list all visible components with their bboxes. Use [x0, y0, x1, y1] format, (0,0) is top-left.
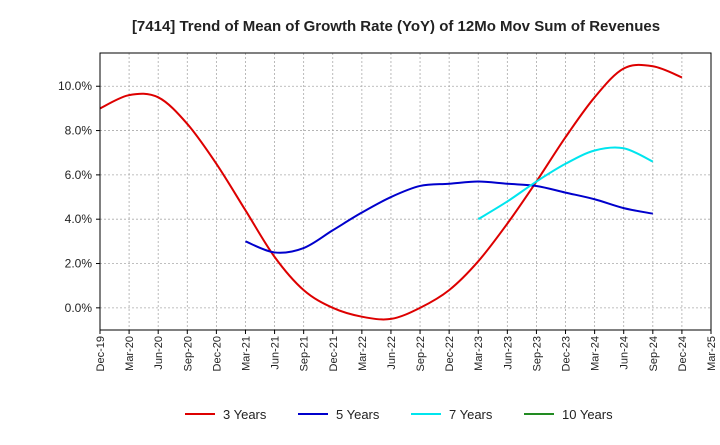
y-tick-label: 2.0%	[65, 257, 93, 271]
x-tick-label: Mar-21	[240, 336, 252, 371]
series-line-3-years	[99, 63, 683, 321]
series-line-7-years	[477, 146, 654, 221]
legend-label-3-years: 3 Years	[223, 407, 267, 422]
x-tick-label: Sep-23	[531, 336, 543, 371]
x-tick-label: Jun-23	[502, 336, 514, 370]
x-tick-label: Mar-20	[124, 336, 136, 371]
x-tick-label: Sep-22	[415, 336, 427, 371]
x-tick-label: Sep-24	[648, 336, 660, 371]
x-tick-label: Dec-24	[677, 336, 689, 371]
x-tick-label: Sep-20	[182, 336, 194, 371]
x-tick-label: Dec-22	[444, 336, 456, 371]
y-axis: 0.0% 2.0% 4.0% 6.0% 8.0% 10.0%	[58, 79, 100, 315]
x-tick-label: Mar-25	[706, 336, 718, 371]
x-tick-label: Dec-19	[95, 336, 107, 371]
y-tick-label: 0.0%	[65, 301, 93, 315]
y-tick-label: 6.0%	[65, 168, 93, 182]
series-lines	[99, 63, 683, 321]
series-line-5-years	[245, 180, 653, 254]
y-tick-label: 8.0%	[65, 124, 93, 138]
x-tick-label: Dec-20	[211, 336, 223, 371]
x-tick-label: Sep-21	[299, 336, 311, 371]
legend-label-5-years: 5 Years	[336, 407, 380, 422]
plot-border	[99, 52, 712, 331]
x-axis: Dec-19 Mar-20 Jun-20 Sep-20 Dec-20 Mar-21 Jun-…	[95, 330, 718, 371]
y-tick-label: 4.0%	[65, 212, 93, 226]
x-tick-label: Dec-21	[328, 336, 340, 371]
legend-label-7-years: 7 Years	[449, 407, 493, 422]
legend-label-10-years: 10 Years	[562, 407, 613, 422]
x-tick-label: Jun-22	[386, 336, 398, 370]
x-tick-label: Mar-23	[473, 336, 485, 371]
grid	[99, 53, 712, 330]
chart-title: [7414] Trend of Mean of Growth Rate (YoY…	[132, 18, 660, 35]
legend: 3 Years 5 Years 7 Years 10 Years	[185, 407, 613, 422]
x-tick-label: Jun-20	[153, 336, 165, 370]
x-tick-label: Dec-23	[561, 336, 573, 371]
x-tick-label: Jun-21	[270, 336, 282, 370]
x-tick-label: Jun-24	[619, 336, 631, 370]
y-tick-label: 10.0%	[58, 79, 92, 93]
x-tick-label: Mar-22	[357, 336, 369, 371]
x-tick-label: Mar-24	[590, 336, 602, 371]
